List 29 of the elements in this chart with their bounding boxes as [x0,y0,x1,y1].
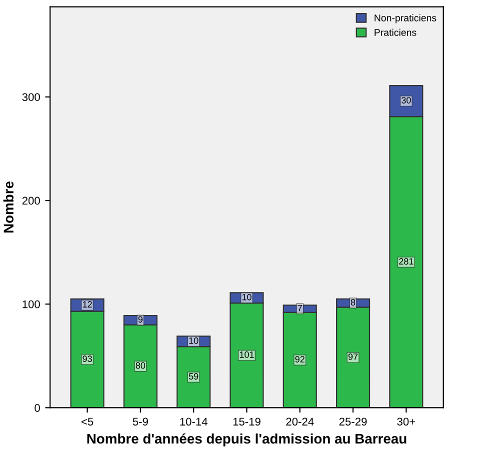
y-tick-label: 300 [22,93,40,102]
data-label: 59 [188,373,198,380]
x-tick-label: 25-29 [339,418,367,426]
data-label: 281 [399,258,414,265]
legend-label: Praticiens [374,28,416,36]
data-label: 101 [240,351,254,358]
x-tick-label: 5-9 [132,418,148,426]
data-label: 12 [82,301,92,308]
data-label: 7 [298,304,302,312]
x-axis-title: Nombre d'années depuis l'admission au Barreau [87,433,406,446]
data-label: 9 [138,316,143,323]
data-label: 92 [295,356,304,362]
x-tick-label: 30+ [397,418,416,426]
y-tick-label: 100 [22,300,40,308]
x-tick-label: 10-14 [180,418,208,426]
data-label: 93 [82,356,92,362]
y-axis-title: Nombre [3,181,14,233]
data-label: 30 [402,97,411,104]
y-tick-label: 200 [22,196,40,205]
data-label: 97 [348,353,358,360]
data-label: 10 [189,337,198,344]
x-tick-label: 20-24 [286,418,314,426]
data-label: 8 [350,299,356,306]
data-label: 80 [136,362,146,369]
legend-label: Non-praticiens [374,14,436,24]
x-tick-label: 15-19 [233,418,260,426]
x-tick-label: <5 [82,418,94,426]
y-tick-label: 0 [34,404,40,412]
data-label: 10 [242,294,252,300]
